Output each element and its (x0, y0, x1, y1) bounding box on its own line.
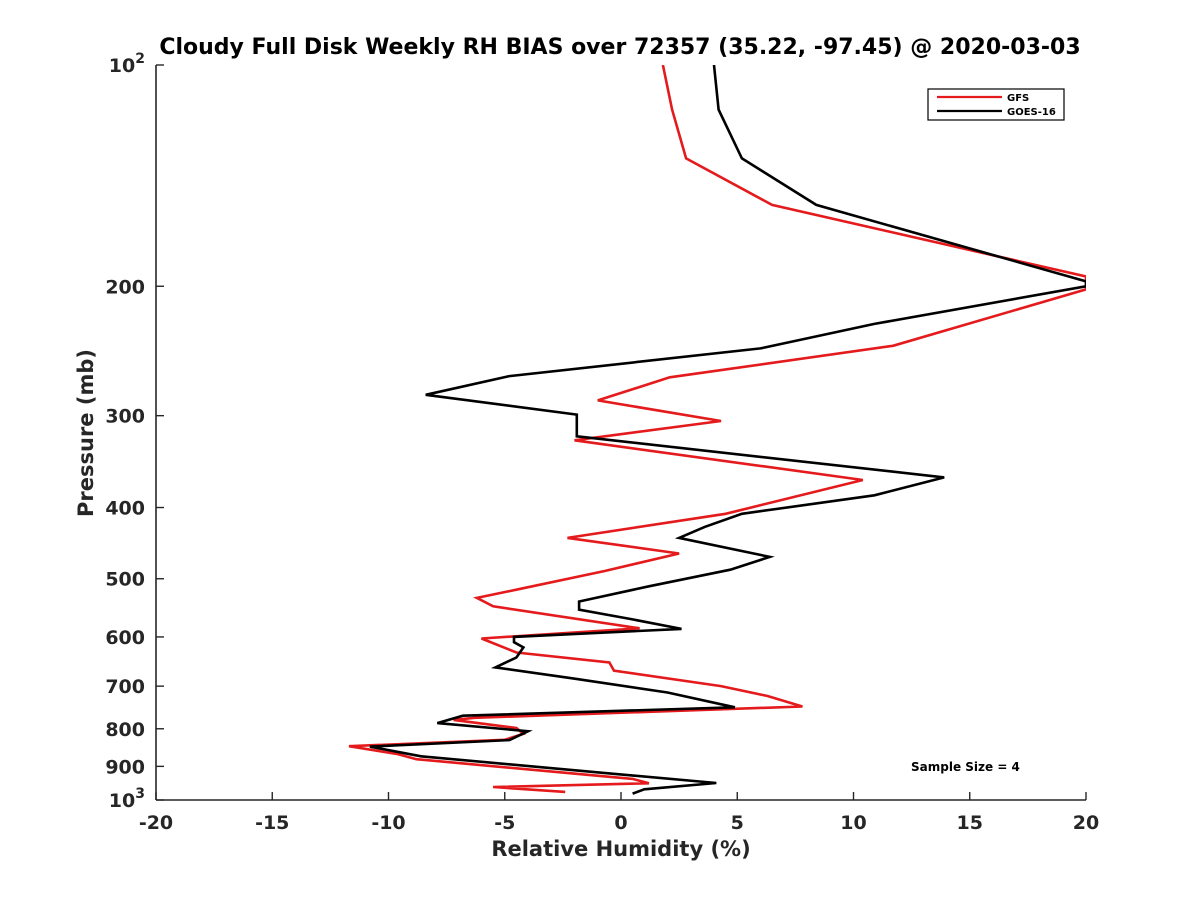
x-tick-label: 15 (957, 812, 983, 834)
y-tick-label: 300 (105, 406, 145, 428)
y-tick-label: 600 (105, 627, 145, 649)
chart-title: Cloudy Full Disk Weekly RH BIAS over 723… (159, 35, 1080, 60)
y-axis-label: Pressure (mb) (74, 349, 98, 517)
x-axis-label: Relative Humidity (%) (491, 837, 750, 861)
y-tick-label: 900 (105, 756, 145, 778)
x-tick-label: 10 (840, 812, 866, 834)
x-tick-label: 5 (731, 812, 744, 834)
x-tick-label: 0 (614, 812, 627, 834)
y-tick-label: 500 (105, 569, 145, 591)
sample-size-annotation: Sample Size = 4 (911, 760, 1020, 774)
y-tick-label: 700 (105, 676, 145, 698)
x-tick-label: -10 (371, 812, 405, 834)
x-tick-label: -5 (494, 812, 515, 834)
series-line-goes16 (369, 65, 1086, 795)
x-tick-label: -20 (139, 812, 173, 834)
x-tick-label: 20 (1073, 812, 1099, 834)
y-tick-label: 400 (105, 498, 145, 520)
x-tick-label: -15 (255, 812, 289, 834)
y-tick-label: 200 (105, 276, 145, 298)
legend: GFS GOES-16 (927, 88, 1065, 121)
legend-label-goes16: GOES-16 (1007, 107, 1056, 118)
y-tick-label: 102 (109, 51, 145, 77)
legend-label-gfs: GFS (1007, 93, 1029, 104)
x-axis-ticks: -20 -15 -10 -5 0 5 10 15 20 (139, 792, 1099, 834)
legend-box (927, 88, 1065, 121)
plot-area (348, 65, 1086, 795)
y-tick-label: 800 (105, 719, 145, 741)
